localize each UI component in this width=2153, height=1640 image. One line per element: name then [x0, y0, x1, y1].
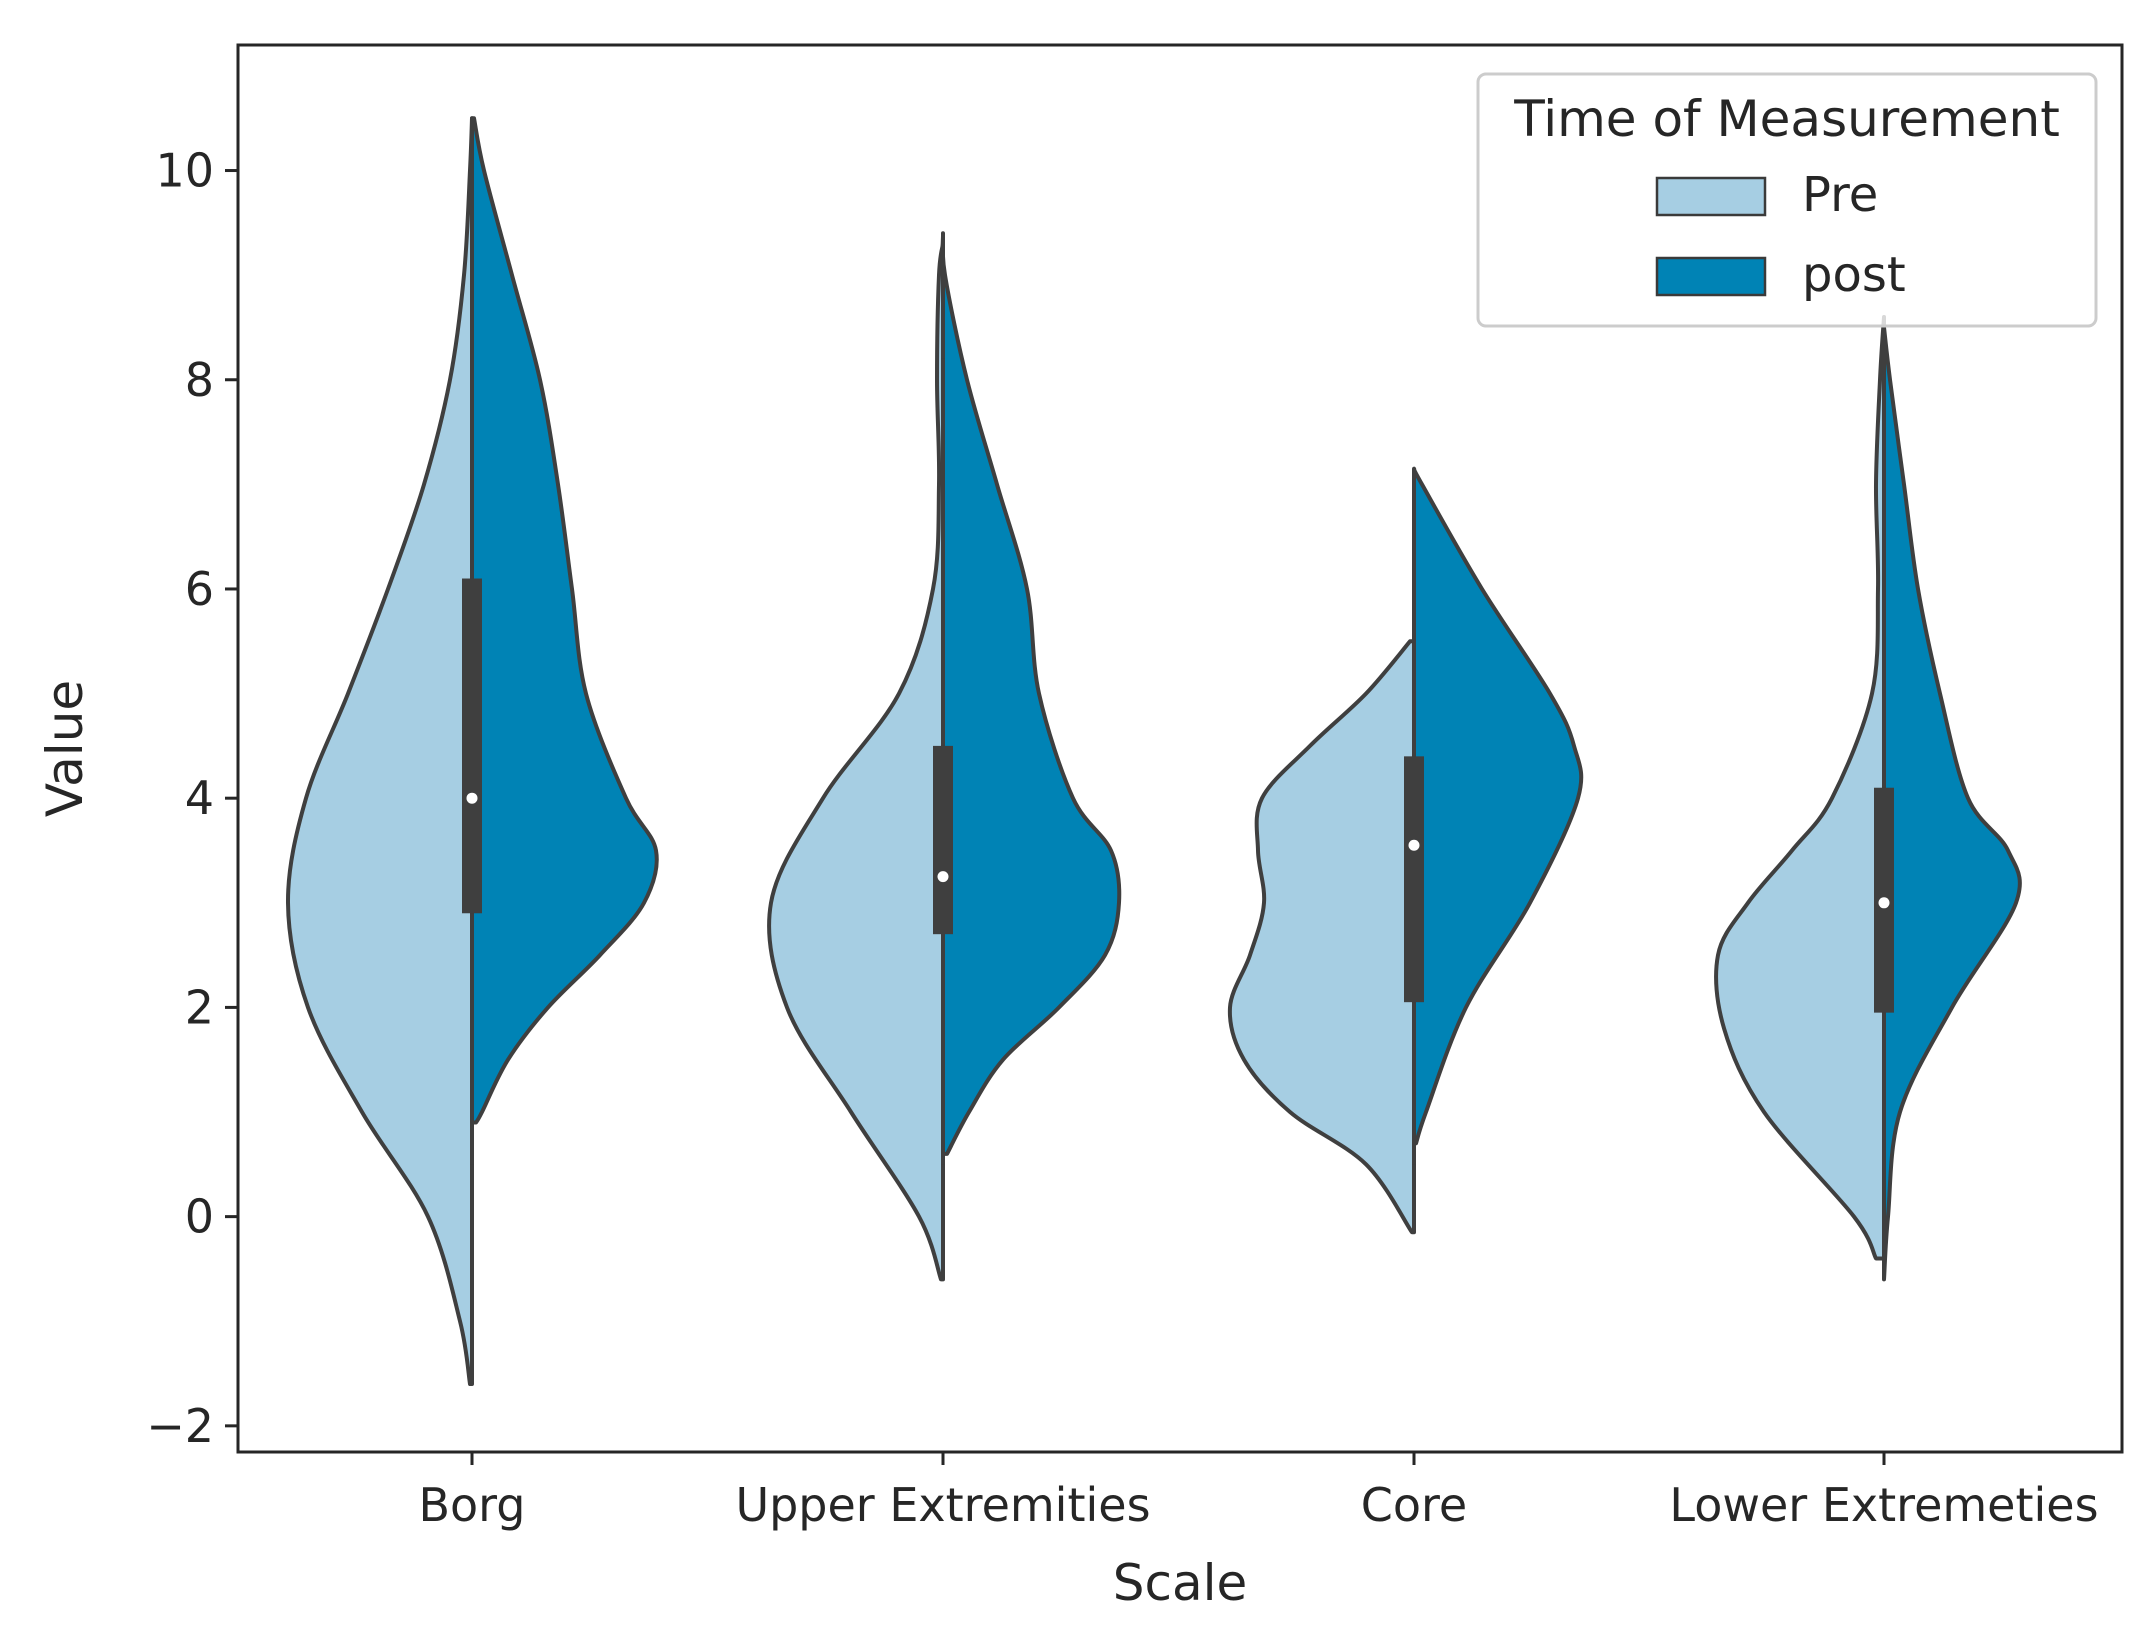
violin-pre-core	[1227, 639, 1416, 1235]
x-axis-label: Scale	[1113, 1554, 1248, 1612]
y-tick-label: 8	[185, 353, 214, 407]
y-tick-label: 10	[155, 144, 214, 198]
legend-swatch-post	[1655, 256, 1767, 297]
legend: Time of Measurement Pre post	[1476, 72, 2098, 328]
violin-post-core	[1412, 466, 1584, 1146]
plot-frame	[236, 43, 2124, 1454]
y-axis-label: Value	[36, 680, 94, 817]
legend-title: Time of Measurement	[1513, 90, 2060, 148]
median-dot-upper-extremities	[937, 871, 949, 883]
iqr-box-core	[1404, 756, 1424, 1003]
legend-label-pre: Pre	[1802, 167, 1878, 223]
median-dot-lower-extremeties	[1878, 897, 1890, 909]
iqr-box-upper-extremities	[933, 745, 953, 935]
median-dot-core	[1408, 839, 1420, 851]
inner-box-layer	[462, 170, 1894, 1249]
x-tick-label-upper-extremities: Upper Extremities	[735, 1478, 1150, 1532]
violins-layer	[285, 116, 2022, 1386]
violin-post-lower-extremeties	[1882, 325, 2022, 1282]
x-tick-label-lower-extremeties: Lower Extremeties	[1669, 1478, 2098, 1532]
violin-pre-lower-extremeties	[1714, 315, 1886, 1261]
x-axis: Borg Upper Extremities Core Lower Extremeti…	[418, 1452, 2099, 1532]
legend-label-post: post	[1802, 247, 1906, 303]
y-tick-label: 6	[185, 562, 214, 616]
y-tick-label: −2	[146, 1399, 214, 1453]
violin-pre-borg	[285, 116, 474, 1386]
violin-pre-upper-extremities	[767, 241, 945, 1282]
y-tick-label: 0	[185, 1190, 214, 1244]
x-tick-label-borg: Borg	[418, 1478, 525, 1532]
legend-swatch-pre	[1655, 176, 1767, 217]
x-tick-label-core: Core	[1361, 1478, 1467, 1532]
legend-frame	[1476, 72, 2098, 328]
iqr-box-borg	[462, 578, 482, 914]
y-axis: −2 0 2 4 6 8 10	[146, 144, 238, 1453]
y-tick-label: 4	[185, 771, 214, 825]
violin-post-upper-extremities	[940, 231, 1122, 1156]
median-dot-borg	[466, 792, 478, 804]
violin-post-borg	[470, 116, 659, 1125]
y-tick-label: 2	[185, 980, 214, 1034]
